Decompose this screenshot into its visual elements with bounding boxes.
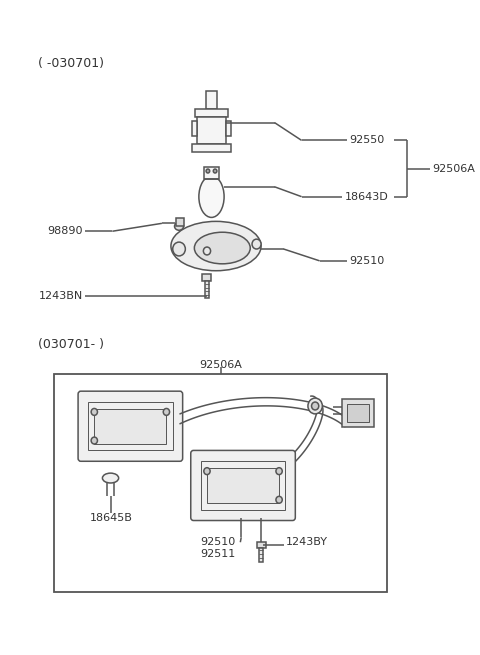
Bar (206, 91, 217, 109)
Bar (195, 109, 228, 117)
Ellipse shape (252, 239, 261, 249)
Bar (207, 468, 279, 503)
Text: 92511: 92511 (201, 549, 236, 559)
Bar (201, 461, 286, 510)
Bar (94, 409, 167, 443)
Bar (259, 548, 263, 562)
Bar (205, 280, 209, 299)
Text: 98890: 98890 (47, 226, 83, 236)
Ellipse shape (206, 169, 210, 173)
Ellipse shape (175, 222, 183, 231)
Bar (197, 117, 226, 144)
Text: 92550: 92550 (349, 136, 384, 145)
Text: 1243BY: 1243BY (286, 537, 328, 547)
Ellipse shape (102, 473, 119, 483)
FancyBboxPatch shape (191, 451, 295, 521)
Text: 18643D: 18643D (345, 192, 389, 202)
Ellipse shape (276, 496, 282, 503)
Ellipse shape (308, 398, 323, 414)
Text: 1243BN: 1243BN (38, 291, 83, 301)
Bar (88, 402, 173, 451)
Ellipse shape (204, 247, 211, 255)
Bar (256, 542, 265, 548)
Ellipse shape (171, 221, 261, 271)
Ellipse shape (173, 242, 185, 256)
Text: (030701- ): (030701- ) (38, 338, 105, 351)
Text: 18645B: 18645B (90, 513, 132, 523)
Ellipse shape (312, 402, 319, 410)
Bar (54, 375, 387, 591)
Bar (204, 167, 219, 179)
Ellipse shape (91, 437, 97, 444)
Ellipse shape (213, 169, 217, 173)
Text: 92506A: 92506A (199, 360, 242, 369)
Ellipse shape (276, 468, 282, 475)
Bar (342, 399, 374, 426)
Ellipse shape (204, 468, 210, 475)
Text: 92506A: 92506A (432, 164, 475, 174)
Bar (226, 121, 231, 136)
Ellipse shape (91, 409, 97, 415)
FancyBboxPatch shape (78, 391, 183, 461)
Bar (192, 121, 197, 136)
Bar (347, 404, 369, 422)
Text: 92510: 92510 (201, 537, 236, 547)
Text: ( -030701): ( -030701) (38, 57, 105, 70)
Ellipse shape (163, 409, 169, 415)
Bar (203, 274, 212, 280)
Text: 92510: 92510 (349, 256, 384, 266)
Ellipse shape (194, 233, 250, 264)
Ellipse shape (199, 176, 224, 217)
Bar (192, 144, 231, 152)
Bar (176, 218, 183, 227)
